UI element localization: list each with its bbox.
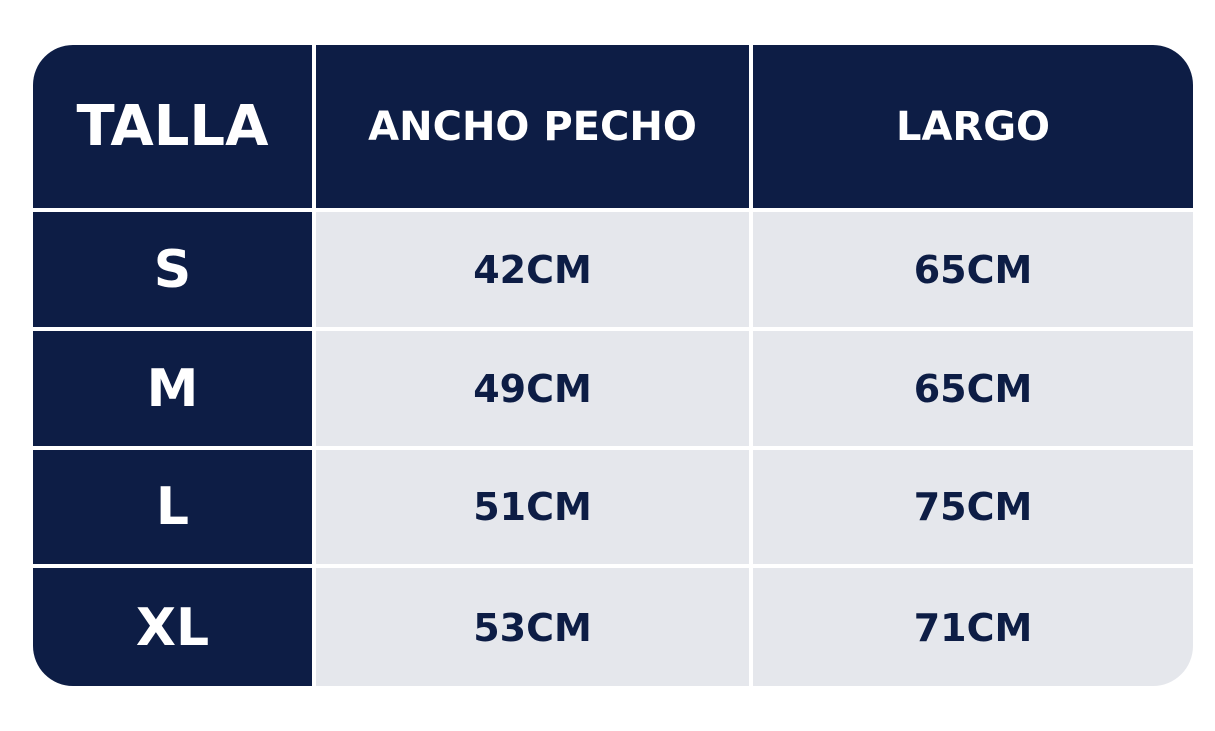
chest-cell: 49CM: [316, 331, 749, 446]
length-cell: 75CM: [753, 450, 1193, 564]
size-cell: XL: [33, 568, 312, 686]
length-cell: 65CM: [753, 212, 1193, 327]
chest-cell: 42CM: [316, 212, 749, 327]
length-cell: 65CM: [753, 331, 1193, 446]
size-cell: L: [33, 450, 312, 564]
header-largo: LARGO: [753, 45, 1193, 208]
chest-cell: 53CM: [316, 568, 749, 686]
length-cell: 71CM: [753, 568, 1193, 686]
chest-cell: 51CM: [316, 450, 749, 564]
size-cell: S: [33, 212, 312, 327]
size-cell: M: [33, 331, 312, 446]
size-chart-table: TALLA ANCHO PECHO LARGO S 42CM 65CM M 49…: [33, 45, 1193, 686]
header-ancho-pecho: ANCHO PECHO: [316, 45, 749, 208]
header-talla: TALLA: [33, 45, 312, 208]
